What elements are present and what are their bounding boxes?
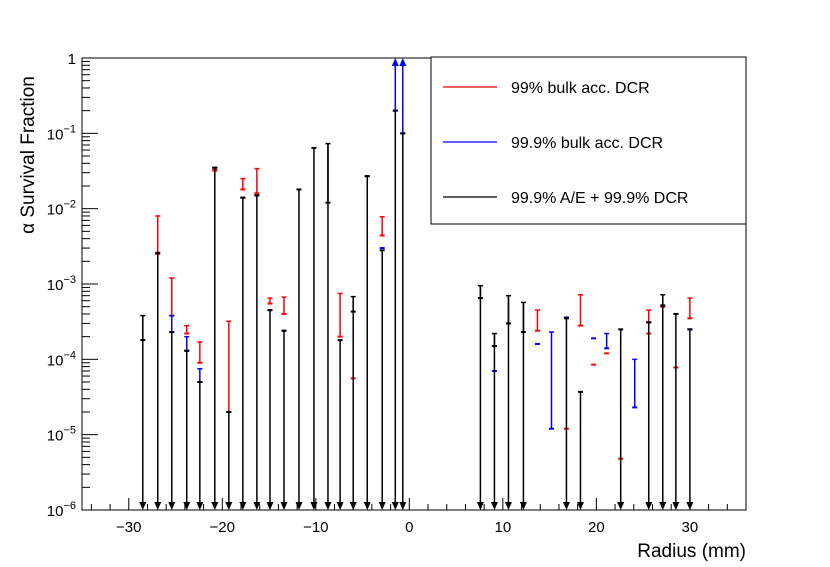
x-tick-label: −30 — [116, 519, 141, 536]
plot-layer — [139, 58, 694, 510]
limit-arrow-head — [154, 502, 162, 510]
x-tick-label: 10 — [495, 519, 512, 536]
x-tick-label: 20 — [588, 519, 605, 536]
limit-arrow-head — [576, 502, 584, 510]
limit-arrow-head — [562, 502, 570, 510]
limit-arrow-head — [336, 502, 344, 510]
legend-label: 99.9% A/E + 99.9% DCR — [511, 190, 688, 207]
legend-label: 99.9% bulk acc. DCR — [511, 135, 663, 152]
x-tick-label: 0 — [405, 519, 413, 536]
limit-arrow-head — [476, 502, 484, 510]
limit-arrow-head — [645, 502, 653, 510]
limit-arrow-head — [324, 502, 332, 510]
limit-arrow-head — [617, 502, 625, 510]
limit-arrow-head — [504, 502, 512, 510]
legend-label: 99% bulk acc. DCR — [511, 80, 650, 97]
x-tick-label: −10 — [303, 519, 328, 536]
limit-arrow-head — [391, 502, 399, 510]
y-tick-label: 10−5 — [47, 425, 76, 445]
upper-arrow-head — [391, 58, 399, 66]
limit-arrow-head — [363, 502, 371, 510]
axes-layer: −30 −20 −10 0 10 20 30 1 10−1 10−2 10−3 10−4 10−5 10−… — [47, 51, 747, 536]
x-tick-label: −20 — [210, 519, 235, 536]
limit-arrow-head — [659, 502, 667, 510]
y-tick-label: 1 — [68, 51, 76, 68]
y-tick-label: 10−2 — [47, 199, 76, 219]
limit-arrow-head — [378, 502, 386, 510]
limit-arrow-head — [280, 502, 288, 510]
x-tick-label: 30 — [682, 519, 699, 536]
limit-arrow-head — [211, 502, 219, 510]
limit-arrow-head — [672, 502, 680, 510]
legend: 99% bulk acc. DCR 99.9% bulk acc. DCR 99.9… — [430, 56, 747, 225]
limit-arrow-head — [399, 502, 407, 510]
limit-arrow-head — [196, 502, 204, 510]
upper-arrow-head — [399, 58, 407, 66]
y-tick-label: 10−6 — [47, 500, 76, 520]
y-tick-label: 10−1 — [47, 123, 76, 143]
limit-arrow-head — [168, 502, 176, 510]
limit-arrow-head — [266, 502, 274, 510]
legend-box — [430, 56, 747, 225]
limit-arrow-head — [139, 502, 147, 510]
x-axis-title: Radius (mm) — [637, 541, 746, 562]
y-tick-label: 10−4 — [47, 349, 76, 369]
limit-arrow-head — [225, 502, 233, 510]
y-axis-title: α Survival Fraction — [18, 76, 39, 234]
limit-arrow-head — [490, 502, 498, 510]
y-tick-label: 10−3 — [47, 274, 76, 294]
limit-arrow-head — [253, 502, 261, 510]
